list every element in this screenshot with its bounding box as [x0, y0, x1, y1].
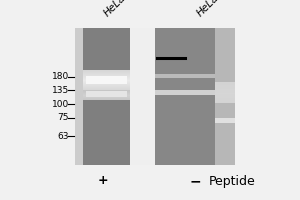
Text: 135: 135 — [52, 86, 69, 95]
Text: Peptide: Peptide — [209, 174, 256, 188]
Text: HeLa: HeLa — [103, 0, 128, 18]
Text: 63: 63 — [58, 132, 69, 141]
Text: 180: 180 — [52, 72, 69, 81]
Text: HeLa: HeLa — [195, 0, 220, 18]
Text: 75: 75 — [58, 113, 69, 122]
Text: −: − — [189, 174, 201, 188]
Text: +: + — [97, 174, 108, 188]
Text: 100: 100 — [52, 100, 69, 109]
